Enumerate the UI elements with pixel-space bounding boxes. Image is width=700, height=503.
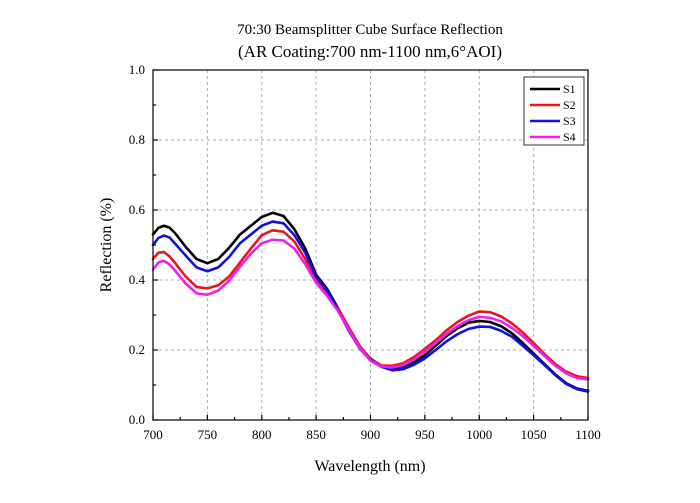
y-tick-label: 1.0 xyxy=(129,62,145,77)
x-tick-label: 900 xyxy=(361,427,381,442)
x-axis-title: Wavelength (nm) xyxy=(314,458,425,475)
x-tick-label: 700 xyxy=(143,427,163,442)
y-tick-label: 0.4 xyxy=(129,272,146,287)
series-layer xyxy=(151,211,590,393)
x-tick-label: 800 xyxy=(252,427,272,442)
x-tick-label: 850 xyxy=(306,427,326,442)
y-axis-title: Reflection (%) xyxy=(98,198,115,293)
legend: S1 S2 S3 S4 xyxy=(523,76,585,146)
series-line-s4 xyxy=(151,238,590,381)
axis-ticks: 700 750 800 850 900 950 1000 1050 1100 0.0 0.2 0.4 0… xyxy=(129,62,601,442)
legend-label-s2: S2 xyxy=(563,98,576,112)
legend-label-s4: S4 xyxy=(563,130,576,144)
x-tick-label: 1050 xyxy=(521,427,547,442)
y-tick-label: 0.8 xyxy=(129,132,145,147)
y-tick-label: 0.2 xyxy=(129,342,145,357)
x-tick-label: 950 xyxy=(415,427,435,442)
legend-label-s1: S1 xyxy=(563,82,576,96)
chart-subtitle: (AR Coating:700 nm-1100 nm,6°AOI) xyxy=(238,42,502,61)
x-tick-label: 750 xyxy=(198,427,218,442)
grid xyxy=(153,70,588,420)
chart-title: 70:30 Beamsplitter Cube Surface Reflecti… xyxy=(237,22,503,38)
legend-label-s3: S3 xyxy=(563,114,576,128)
y-tick-label: 0.6 xyxy=(129,202,146,217)
x-tick-label: 1100 xyxy=(575,427,601,442)
y-tick-label: 0.0 xyxy=(129,412,145,427)
x-tick-label: 1000 xyxy=(466,427,492,442)
